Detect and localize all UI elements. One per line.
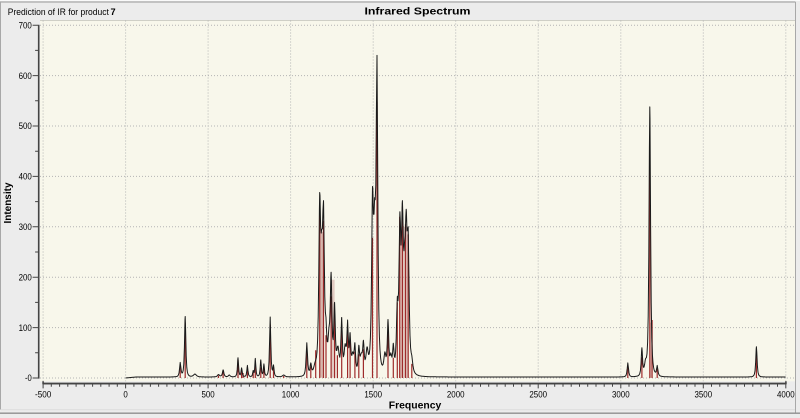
svg-text:500: 500 <box>19 120 32 131</box>
svg-text:300: 300 <box>19 221 32 232</box>
svg-text:1000: 1000 <box>282 388 300 399</box>
svg-text:600: 600 <box>19 70 32 81</box>
svg-text:3500: 3500 <box>695 388 713 399</box>
svg-text:Prediction of IR for product: Prediction of IR for product <box>8 7 109 17</box>
svg-text:4000: 4000 <box>777 388 795 399</box>
svg-text:100: 100 <box>19 322 32 333</box>
svg-text:-0: -0 <box>25 372 32 383</box>
svg-text:400: 400 <box>19 171 32 182</box>
svg-text:7: 7 <box>111 7 116 17</box>
svg-text:-500: -500 <box>35 388 51 399</box>
svg-text:0: 0 <box>123 388 127 399</box>
svg-text:1500: 1500 <box>364 388 382 399</box>
svg-text:2500: 2500 <box>529 388 547 399</box>
svg-text:Frequency: Frequency <box>389 401 442 412</box>
svg-text:700: 700 <box>19 19 32 30</box>
svg-text:2000: 2000 <box>447 388 465 399</box>
svg-text:500: 500 <box>202 388 215 399</box>
svg-text:Infrared Spectrum: Infrared Spectrum <box>365 6 471 18</box>
svg-text:Intensity: Intensity <box>3 182 14 224</box>
svg-text:3000: 3000 <box>612 388 630 399</box>
svg-text:200: 200 <box>19 271 32 282</box>
